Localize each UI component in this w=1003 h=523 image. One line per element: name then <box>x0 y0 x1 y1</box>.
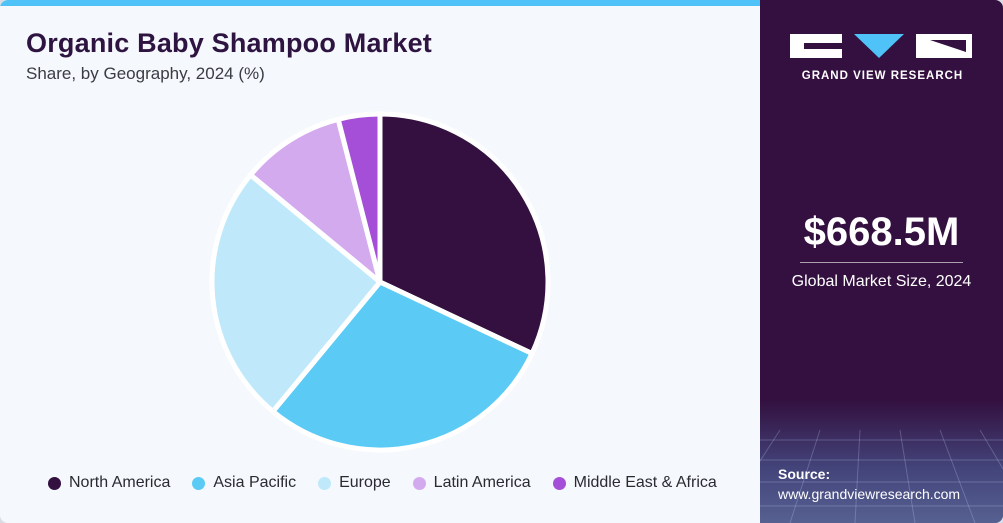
divider <box>800 262 963 263</box>
legend-label: Europe <box>339 474 391 491</box>
legend-swatch <box>192 476 206 490</box>
legend-label: Asia Pacific <box>213 474 297 491</box>
summary-panel: GRAND VIEW RESEARCH $668.5M Global Marke… <box>760 0 1003 523</box>
source-label: Source: <box>778 466 831 482</box>
pie-slice-north-america <box>377 111 551 357</box>
legend-item: Europe <box>318 474 391 492</box>
market-size-label: Global Market Size, 2024 <box>791 273 972 290</box>
legend-label: Middle East & Africa <box>573 474 717 491</box>
source-link[interactable]: www.grandviewresearch.com <box>778 486 961 502</box>
legend-swatch <box>318 476 332 490</box>
brand-name: GRAND VIEW RESEARCH <box>801 70 964 82</box>
chart-subtitle: Share, by Geography, 2024 (%) <box>26 64 265 83</box>
accent-bar <box>0 0 760 6</box>
legend-label: Latin America <box>433 474 531 491</box>
chart-legend: North America Asia Pacific Europe Latin Ame… <box>48 474 717 492</box>
decorative-grid <box>760 400 1003 523</box>
legend-item: North America <box>48 474 170 492</box>
pie-chart <box>209 111 551 453</box>
legend-swatch <box>552 476 566 490</box>
legend-swatch <box>412 476 426 490</box>
market-size-value: $668.5M <box>803 210 960 254</box>
legend-item: Middle East & Africa <box>552 474 717 492</box>
pie-slice-europe <box>209 172 383 414</box>
pie-slice-middle-east-africa <box>335 111 383 285</box>
legend-label: North America <box>69 474 171 491</box>
chart-panel: Organic Baby Shampoo Market Share, by Ge… <box>0 0 760 523</box>
legend-item: Asia Pacific <box>192 474 296 492</box>
chart-title: Organic Baby Shampoo Market <box>26 28 432 58</box>
legend-swatch <box>48 476 61 490</box>
grid-lines-icon <box>760 429 1003 523</box>
gvr-logo-icon <box>790 34 972 58</box>
pie-slice-asia-pacific <box>270 279 535 453</box>
legend-item: Latin America <box>412 474 531 492</box>
